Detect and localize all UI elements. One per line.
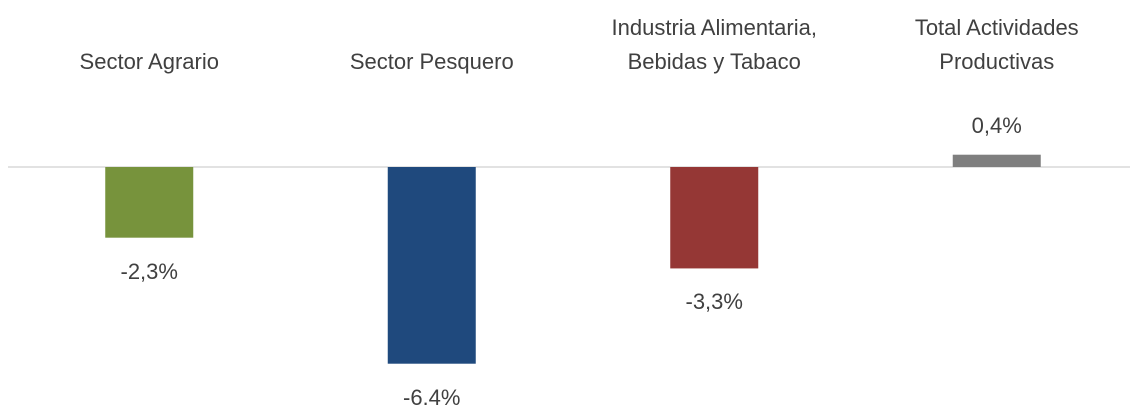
category-label: Sector Agrario <box>79 49 219 74</box>
value-label: -2,3% <box>120 258 178 284</box>
bar <box>105 167 194 238</box>
category-label: Sector Pesquero <box>349 49 514 74</box>
value-label: -6,4% <box>403 384 461 405</box>
category-label: Industria Alimentaria, Bebidas y Tabaco <box>611 15 817 74</box>
bar <box>387 167 476 364</box>
bar <box>952 154 1041 167</box>
value-label: -3,3% <box>685 289 743 315</box>
bar <box>670 167 759 269</box>
value-label: 0,4% <box>971 112 1022 138</box>
category-label: Total Actividades Productivas <box>914 15 1079 74</box>
